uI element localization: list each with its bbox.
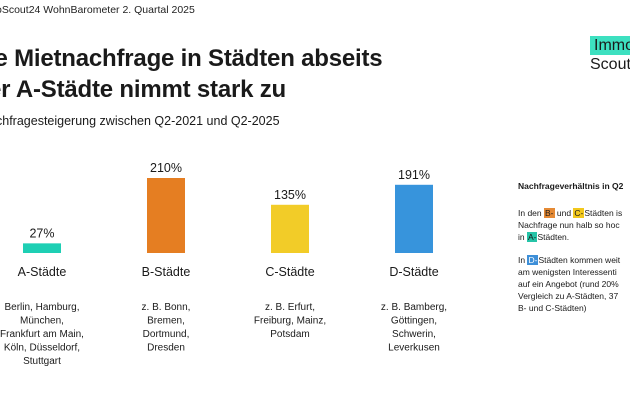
highlight-d: D- [527, 255, 539, 265]
note1-line3: in A-Städten. [518, 231, 622, 243]
data-label-3: 135% [274, 188, 306, 202]
category-label-4: D-Städte [389, 265, 438, 279]
data-label-4: 191% [398, 168, 430, 182]
chart-subtitle: chfragesteigerung zwischen Q2-2021 und Q… [0, 114, 280, 128]
title-line-2: er A-Städte nimmt stark zu [0, 76, 286, 103]
bar-chart: 27% A-Städte Berlin, Hamburg, München, Frank… [0, 161, 447, 367]
note1-text-d: in [518, 232, 527, 242]
city-example-4-4: Leverkusen [388, 343, 440, 354]
note1-line1: In den B- und C-Städten is [518, 207, 622, 219]
city-example-1-4: Köln, Düsseldorf, [4, 343, 80, 354]
city-example-2-2: Bremen, [147, 316, 185, 327]
title-line-1: ie Mietnachfrage in Städten abseits [0, 45, 383, 72]
note2-line2: am wenigsten Interessenti [518, 267, 617, 277]
data-label-1: 27% [29, 226, 54, 240]
note1-text-c: Städten is [584, 208, 623, 218]
logo-bottom-text: Scout2 [590, 56, 630, 73]
source-line: oScout24 WohnBarometer 2. Quartal 2025 [0, 4, 195, 16]
city-example-2-4: Dresden [147, 343, 185, 354]
note2-text-b: Städten kommen weit [538, 255, 621, 265]
note2-line3: auf ein Angebot (rund 20% [518, 279, 619, 289]
city-example-1-5: Stuttgart [23, 356, 61, 367]
note2-text-a: In [518, 255, 528, 265]
city-example-4-2: Göttingen, [391, 316, 437, 327]
city-example-2-3: Dortmund, [143, 329, 190, 340]
sidebar-title: Nachfrageverhältnis in Q2 [518, 181, 624, 191]
category-label-1: A-Städte [18, 265, 67, 279]
city-example-3-1: z. B. Erfurt, [265, 302, 315, 313]
highlight-b: B- [544, 208, 555, 218]
highlight-c: C- [573, 208, 585, 218]
note1-text-e: Städten. [537, 232, 570, 242]
city-example-3-3: Potsdam [270, 329, 309, 340]
note2-line4: Vergleich zu A-Städten, 37 [518, 291, 619, 301]
category-label-3: C-Städte [265, 265, 314, 279]
sidebar-note-d-cities: In D-Städten kommen weit am wenigsten In… [518, 254, 620, 314]
city-example-3-2: Freiburg, Mainz, [254, 316, 326, 327]
city-example-1-1: Berlin, Hamburg, [4, 302, 79, 313]
city-example-1-2: München, [20, 316, 64, 327]
note1-line2: Nachfrage nun halb so hoc [518, 220, 620, 230]
city-example-4-1: z. B. Bamberg, [381, 302, 447, 313]
note1-text-a: In den [518, 208, 544, 218]
bar-1 [23, 243, 61, 253]
bar-2 [147, 178, 185, 253]
note1-text-b: und [554, 208, 574, 218]
city-example-1-3: Frankfurt am Main, [0, 329, 84, 340]
page-title: ie Mietnachfrage in Städten abseits er A… [0, 43, 383, 105]
note2-line5: B- und C-Städten) [518, 303, 587, 313]
highlight-a: A- [526, 232, 538, 242]
bar-3 [271, 204, 309, 253]
note2-line1: In D-Städten kommen weit [518, 254, 620, 266]
category-label-2: B-Städte [142, 265, 191, 279]
immoscout-logo: Immo Scout2 [590, 36, 630, 74]
city-example-4-3: Schwerin, [392, 329, 436, 340]
data-label-2: 210% [150, 161, 182, 175]
sidebar-note-ratio: In den B- und C-Städten is Nachfrage nun… [518, 207, 622, 243]
logo-top-text: Immo [590, 36, 630, 55]
bar-4 [395, 184, 433, 253]
city-example-2-1: z. B. Bonn, [142, 302, 191, 313]
